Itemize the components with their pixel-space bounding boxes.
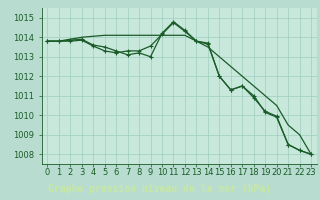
- Text: Graphe pression niveau de la mer (hPa): Graphe pression niveau de la mer (hPa): [48, 184, 272, 194]
